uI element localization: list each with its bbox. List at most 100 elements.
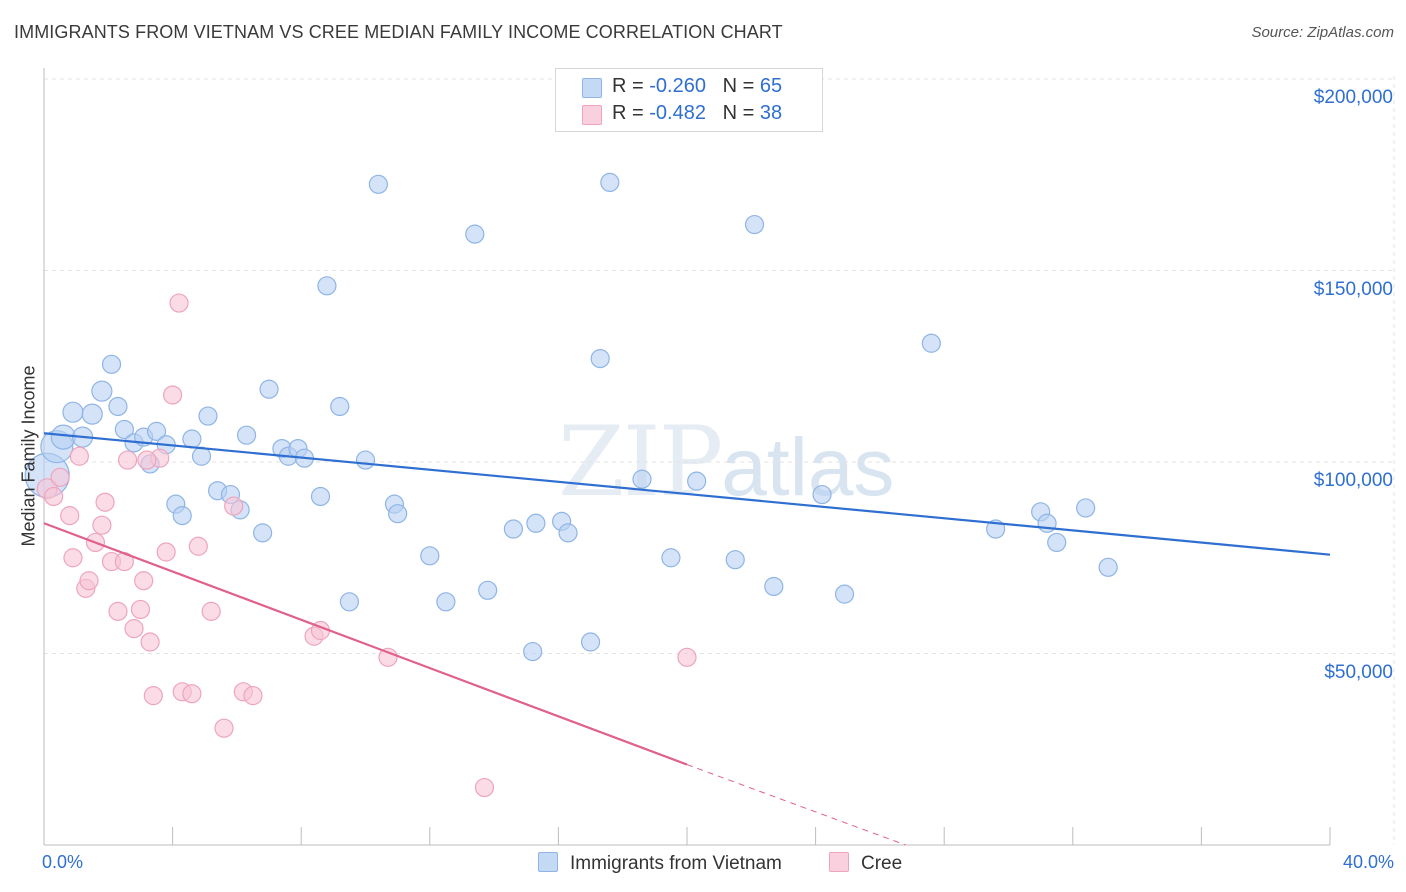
data-point [580, 632, 601, 652]
data-point [339, 592, 360, 612]
data-point [214, 718, 234, 738]
y-tick-label: $100,000 [1313, 470, 1393, 491]
data-point [1047, 532, 1067, 553]
data-point [50, 424, 76, 450]
legend-n-value: 65 [759, 75, 783, 97]
data-point [172, 506, 192, 526]
data-point [169, 293, 189, 313]
trend-line-extension [686, 764, 906, 846]
data-point [420, 546, 440, 566]
axes [43, 68, 1331, 846]
data-point [81, 403, 103, 425]
chart-source: Source: ZipAtlas.com [1251, 24, 1394, 41]
data-point [368, 174, 388, 194]
data-point [259, 379, 279, 399]
data-point [182, 429, 202, 449]
bottom-legend-label-vietnam: Immigrants from Vietnam [570, 853, 782, 874]
data-point [661, 548, 681, 568]
data-point [388, 504, 408, 524]
legend-swatch-vietnam [582, 78, 602, 98]
data-point [523, 641, 543, 662]
legend-text-vietnam: R = -0.260 N = 65 [612, 75, 782, 98]
data-point [188, 536, 208, 556]
data-point [465, 224, 485, 244]
data-point [687, 471, 707, 491]
data-point [79, 571, 99, 591]
data-point [725, 550, 745, 570]
data-point [253, 523, 273, 543]
trend-line [43, 522, 688, 766]
trend-lines [43, 432, 1331, 846]
data-point [62, 401, 84, 423]
legend-swatch-cree [582, 105, 602, 125]
bottom-legend-swatch-vietnam [538, 852, 558, 872]
watermark: ZIPatlas [558, 406, 894, 518]
correlation-legend: R = -0.260 N = 65 R = -0.482 N = 38 [555, 68, 823, 132]
x-axis-max-label: 40.0% [1342, 852, 1394, 872]
legend-r-label: R = [612, 75, 644, 97]
y-tick-label: $150,000 [1313, 278, 1393, 300]
legend-n-value: 38 [759, 102, 783, 124]
series-vietnam-points [24, 172, 1118, 662]
legend-n-label: N = [722, 102, 755, 124]
data-point [134, 571, 154, 591]
data-point [50, 467, 70, 487]
chart-title: IMMIGRANTS FROM VIETNAM VS CREE MEDIAN F… [14, 22, 783, 42]
data-point [1098, 557, 1118, 577]
bottom-legend-vietnam: Immigrants from Vietnam [538, 852, 782, 875]
bottom-legend-swatch-cree [829, 852, 849, 872]
data-point [130, 599, 151, 620]
data-point [744, 214, 765, 235]
data-point [124, 619, 144, 639]
data-point [590, 348, 610, 369]
data-point [108, 396, 128, 417]
data-point [101, 354, 122, 374]
watermark-atlas: atlas [721, 422, 895, 513]
data-point [69, 446, 89, 466]
data-point [474, 777, 495, 798]
legend-n-label: N = [722, 75, 755, 97]
data-point [143, 686, 163, 706]
data-point [191, 446, 212, 466]
series-cree-points [36, 293, 697, 798]
data-point [114, 419, 134, 440]
data-point [355, 450, 376, 470]
data-point [632, 469, 652, 489]
data-point [60, 506, 80, 526]
data-point [163, 385, 183, 405]
data-point [478, 580, 498, 600]
data-point [812, 484, 832, 505]
data-point [63, 548, 83, 568]
data-point [330, 396, 350, 417]
data-point [378, 647, 398, 667]
bottom-legend-label-cree: Cree [861, 853, 903, 874]
data-point [182, 684, 202, 704]
data-point [140, 632, 160, 652]
legend-r-value: -0.482 [649, 102, 706, 124]
data-point [117, 450, 138, 470]
data-point [317, 276, 337, 296]
data-point [198, 406, 218, 426]
data-point [600, 172, 620, 193]
data-point [243, 686, 263, 706]
y-axis-label: Median Family Income [18, 365, 39, 547]
data-point [156, 542, 176, 562]
trend-line [43, 432, 1331, 556]
bottom-legend-cree: Cree [829, 852, 902, 875]
data-point [137, 450, 157, 470]
data-point [310, 486, 331, 507]
data-point [764, 576, 784, 597]
data-point [834, 584, 855, 604]
y-tick-label: $200,000 [1313, 87, 1393, 108]
data-point [503, 519, 523, 539]
data-point [146, 421, 167, 441]
data-point [91, 380, 113, 402]
data-point [1076, 498, 1096, 518]
data-point [436, 592, 456, 612]
data-point [526, 513, 546, 533]
data-point [44, 486, 64, 507]
data-point [236, 425, 257, 445]
data-point [921, 333, 941, 353]
data-point [108, 601, 128, 621]
